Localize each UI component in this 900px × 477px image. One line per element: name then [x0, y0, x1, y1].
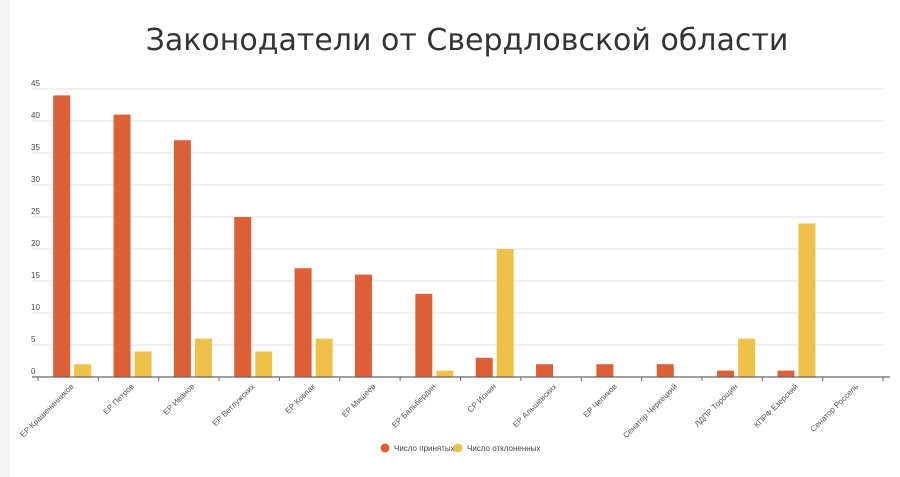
legend-label: Число принятых	[394, 444, 455, 453]
bars	[53, 95, 816, 378]
chart-title: Законодатели от Свердловской области	[146, 23, 789, 58]
bar-rejected	[738, 338, 756, 377]
bar-rejected	[798, 223, 816, 377]
bar-rejected	[496, 249, 514, 377]
gridlines	[32, 88, 885, 346]
x-tick-label: ЕР Петров	[102, 382, 136, 416]
bar-rejected	[74, 364, 92, 377]
bar-accepted	[596, 364, 614, 377]
bar-accepted	[656, 364, 674, 377]
x-tick-label: ЕР Мишеев	[340, 382, 377, 419]
left-margin-strip	[0, 0, 10, 477]
y-tick-label: 20	[31, 239, 40, 248]
bar-accepted	[777, 370, 795, 377]
y-axis-ticks: 0 5 10 15 20 25 30 35 40 45	[31, 79, 40, 376]
x-tick-label: ЕР Ковпак	[283, 382, 317, 416]
x-tick-label: СР Ионин	[466, 382, 498, 414]
x-tick-label: ЕР Чепиков	[581, 382, 618, 419]
y-tick-label: 30	[31, 175, 40, 184]
y-tick-label: 5	[31, 335, 36, 344]
x-tick-label: ЕР Иванов	[161, 382, 196, 417]
bar-accepted	[113, 114, 131, 377]
y-tick-label: 15	[31, 271, 40, 280]
x-tick-label: Сенатор Россель	[809, 382, 861, 434]
bar-rejected	[194, 338, 212, 377]
bar-rejected	[255, 351, 273, 377]
x-tick-label: КПРФ Езерский	[752, 382, 800, 430]
x-tick-label: ЕР Бальбердин	[390, 382, 438, 430]
legend-label: Число отклоненных	[467, 444, 540, 453]
y-tick-label: 25	[31, 207, 40, 216]
bar-accepted	[234, 217, 252, 377]
y-tick-label: 35	[31, 143, 40, 152]
x-axis: ЕР Крашенинников ЕР Петров ЕР Иванов ЕР Вет…	[18, 376, 890, 440]
bar-accepted	[536, 364, 554, 377]
bar-accepted	[717, 370, 735, 377]
bar-chart: Законодатели от Свердловской области 0 5 1…	[18, 23, 890, 453]
legend: Число принятых Число отклоненных	[380, 443, 540, 453]
x-tick-label: ЕР Крашенинников	[18, 382, 75, 439]
bar-rejected	[315, 338, 333, 377]
legend-swatch	[380, 443, 390, 453]
bar-accepted	[475, 357, 493, 377]
bar-rejected	[436, 370, 454, 377]
x-tick-label: ЛДПР Торощин	[693, 382, 740, 429]
bar-accepted	[53, 95, 71, 378]
y-tick-label: 0	[31, 367, 36, 376]
y-tick-label: 40	[31, 111, 40, 120]
bar-rejected	[134, 351, 152, 377]
bar-accepted	[173, 140, 191, 377]
x-tick-label: ЕР Ветлужских	[211, 382, 257, 428]
bar-accepted	[354, 274, 372, 377]
y-tick-label: 10	[31, 303, 40, 312]
x-tick-label: Сенатор Черкецкий	[621, 382, 679, 440]
x-tick-label: ЕР Альшевских	[511, 382, 558, 429]
bar-accepted	[415, 293, 433, 377]
bar-accepted	[294, 268, 312, 377]
legend-swatch	[453, 443, 463, 453]
chart-page: Законодатели от Свердловской области 0 5 1…	[10, 0, 900, 477]
y-tick-label: 45	[31, 79, 40, 88]
